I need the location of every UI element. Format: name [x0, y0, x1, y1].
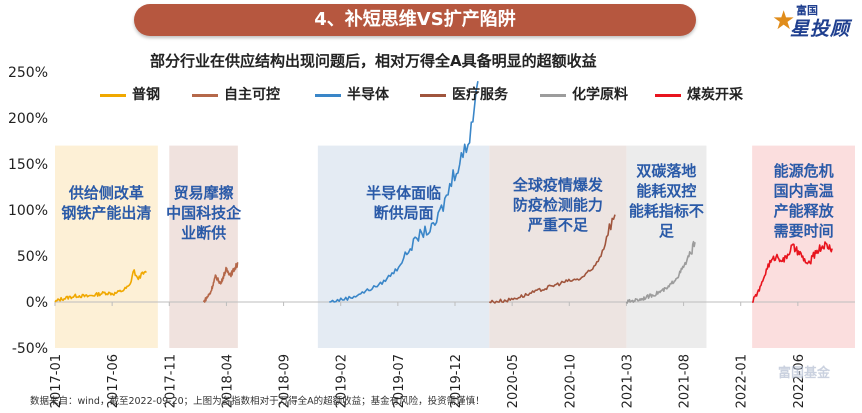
period-annotation-line: 全球疫情爆发: [512, 176, 604, 194]
x-tick-label: 2019-12: [449, 354, 464, 408]
legend-label: 化学原料: [572, 87, 628, 103]
x-tick-label: 2017-11: [163, 354, 178, 408]
legend-label: 煤炭开采: [687, 87, 743, 103]
period-annotation-line: 半导体面临: [366, 184, 441, 202]
x-tick-label: 2018-04: [220, 354, 235, 408]
legend-swatch: [420, 94, 446, 97]
y-tick-label: 50%: [17, 249, 48, 265]
period-band-1: [169, 145, 238, 348]
y-tick-label: 100%: [8, 203, 48, 219]
logo-small-text: 富国: [796, 4, 818, 17]
brand-watermark: 富国基金: [778, 366, 831, 381]
x-tick-label: 2019-02: [335, 354, 350, 408]
period-annotation-line: 足: [659, 222, 675, 240]
legend-label: 半导体: [347, 87, 389, 103]
period-annotation-line: 能耗双控: [636, 182, 696, 200]
period-annotation-line: 钢铁产能出清: [61, 204, 151, 222]
period-annotation-line: 双碳落地: [636, 162, 696, 180]
series-line-semi: [329, 81, 479, 303]
x-tick-label: 2018-09: [278, 354, 293, 408]
star-icon: ★: [772, 6, 796, 36]
period-band-5: [752, 145, 855, 348]
period-backgrounds: [55, 145, 855, 348]
logo-big-text: 星投顾: [790, 18, 851, 40]
chart-axes: 250% 200% 150% 100% 50% 0% -50%2017-01 2017-06 2…: [8, 65, 855, 408]
period-annotation-line: 中国科技企: [166, 204, 242, 222]
period-annotation-line: 能耗指标不: [629, 202, 704, 220]
series-line-auto: [202, 262, 239, 303]
chart-title: 部分行业在供应结构出现问题后，相对万得全A具备明显的超额收益: [150, 52, 597, 70]
legend-swatch: [192, 94, 218, 97]
period-annotation-line: 供给侧改革: [68, 184, 144, 202]
x-tick-label: 2017-06: [106, 354, 121, 408]
legend-swatch: [100, 94, 126, 97]
x-tick-label: 2019-07: [392, 354, 407, 408]
legend-label: 自主可控: [224, 87, 280, 103]
series-line-coal: [752, 241, 833, 303]
x-tick-label: 2021-03: [620, 354, 635, 408]
period-annotation-line: 业断供: [181, 224, 226, 242]
data-source-note: 数据来自：wind，截至2022-09-20；上图为各指数相对于万得全A的超额收…: [30, 396, 485, 407]
period-annotation-line: 能源危机: [774, 162, 834, 180]
y-tick-label: 0%: [26, 295, 48, 311]
x-tick-label: 2017-01: [49, 354, 64, 408]
period-annotation-line: 贸易摩擦: [174, 184, 234, 202]
y-tick-label: 150%: [8, 157, 48, 173]
section-banner: 4、补短思维VS扩产陷阱: [134, 4, 696, 36]
period-annotation-line: 国内高温: [774, 182, 834, 200]
period-annotation-line: 断供局面: [374, 204, 434, 222]
legend-swatch: [540, 94, 566, 97]
x-tick-label: 2020-10: [563, 354, 578, 408]
series-line-chem: [625, 240, 696, 304]
period-annotation-line: 需要时间: [774, 222, 834, 240]
period-annotation-line: 防疫检测能力: [513, 196, 603, 214]
brand-logo: ★ 富国 星投顾: [772, 2, 860, 40]
legend-label: 普钢: [132, 87, 160, 103]
y-tick-label: 250%: [8, 65, 48, 81]
y-tick-label: -50%: [12, 341, 48, 357]
period-annotation-line: 产能释放: [774, 202, 835, 220]
period-annotation-line: 严重不足: [527, 216, 589, 234]
period-band-3: [489, 145, 627, 348]
legend-swatch: [315, 94, 341, 97]
series-line-medical: [489, 214, 616, 304]
x-tick-label: 2020-05: [506, 354, 521, 408]
series-lines: [54, 81, 833, 304]
x-tick-label: 2022-06: [792, 354, 807, 408]
banner-title: 4、补短思维VS扩产陷阱: [314, 9, 516, 30]
legend-label: 医疗服务: [452, 87, 508, 103]
period-band-0: [55, 145, 158, 348]
y-tick-label: 200%: [8, 111, 48, 127]
period-band-2: [317, 145, 490, 348]
legend-swatch: [655, 94, 681, 97]
x-tick-label: 2021-08: [678, 354, 693, 408]
series-line-steel: [54, 269, 147, 303]
x-tick-label: 2022-01: [735, 354, 750, 408]
